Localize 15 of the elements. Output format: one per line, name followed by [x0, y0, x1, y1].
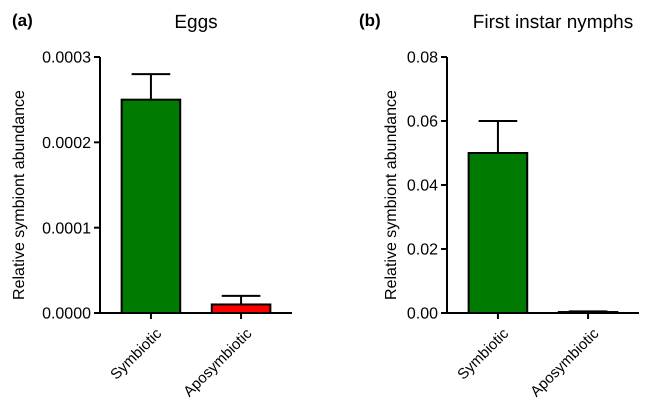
y-tick-label: 0.04 [406, 178, 438, 195]
text: (a) [12, 11, 33, 30]
y-tick-label: 0.00 [406, 306, 438, 323]
chart-title: First instar nymphs [472, 12, 634, 33]
y-tick-label: 0.0001 [42, 220, 92, 238]
text: (b) [359, 11, 381, 30]
y-tick-label: 0.02 [406, 242, 438, 259]
chart-title: Eggs [174, 12, 218, 33]
y-tick-label: 0.06 [406, 114, 438, 131]
y-tick-label: 0.0003 [42, 50, 92, 67]
y-tick-label: 0.0002 [42, 134, 92, 152]
y-axis-title: Relative symbiont abundance [11, 90, 28, 300]
y-tick-label: 0.0000 [42, 306, 92, 323]
y-tick-label: 0.08 [406, 50, 438, 67]
y-axis-title: Relative symbiont abundance [383, 90, 400, 300]
